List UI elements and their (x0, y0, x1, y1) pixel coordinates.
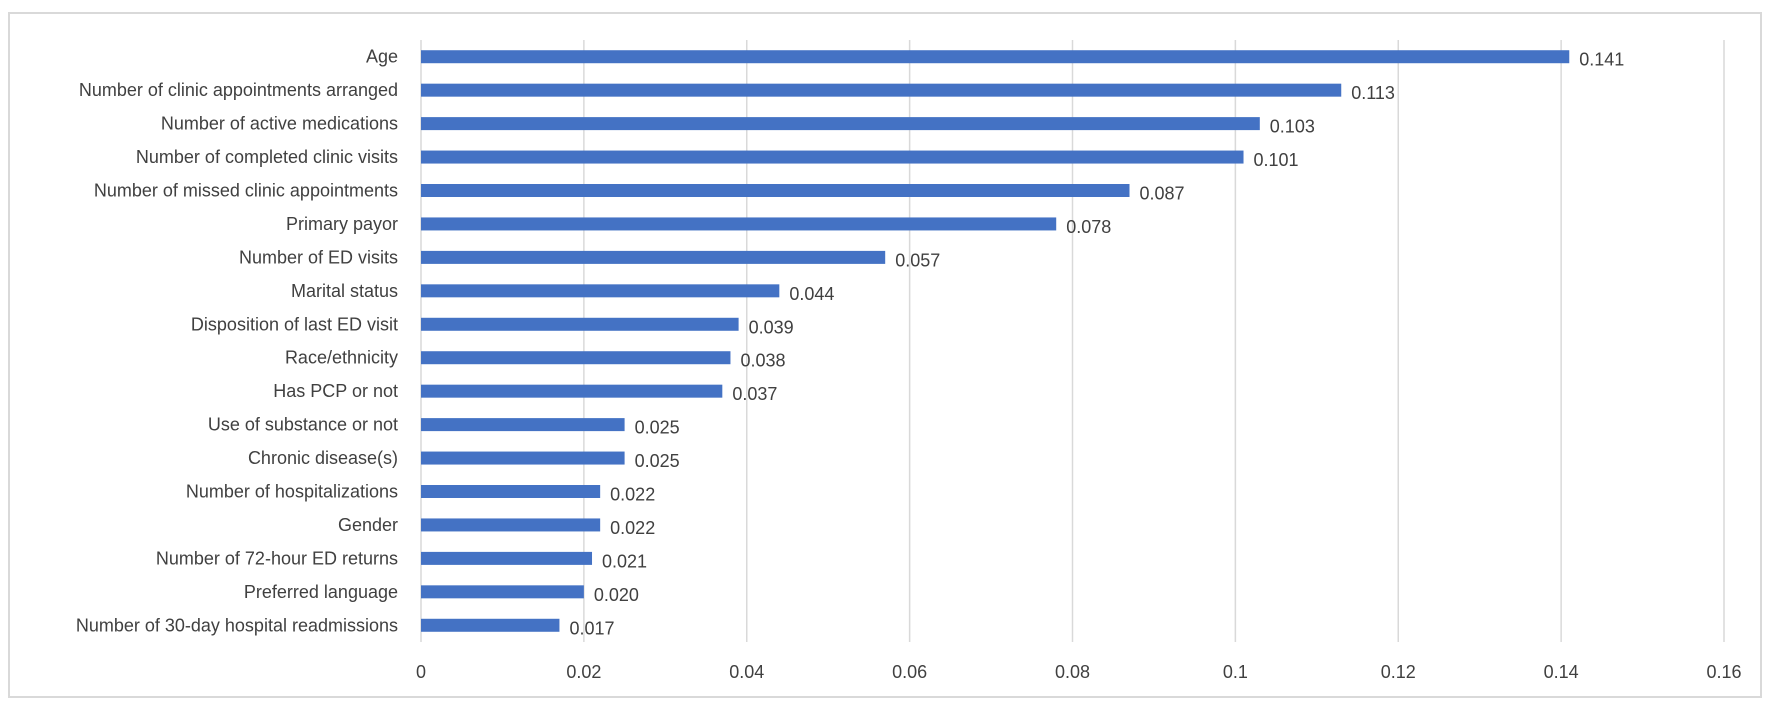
category-label: Gender (338, 515, 398, 535)
data-label: 0.113 (1351, 83, 1395, 103)
bar (421, 117, 1260, 131)
x-tick-label: 0.14 (1544, 662, 1579, 682)
data-label: 0.022 (610, 518, 655, 538)
bar (421, 551, 593, 565)
category-label: Number of ED visits (239, 247, 398, 267)
bar (421, 518, 601, 532)
x-tick-label: 0 (416, 662, 426, 682)
bar (421, 384, 723, 398)
x-tick-label: 0.02 (566, 662, 601, 682)
category-label: Number of hospitalizations (186, 482, 398, 502)
category-label: Age (366, 47, 398, 67)
bar (421, 351, 731, 365)
category-labels: Age Number of clinic appointments arrange… (76, 47, 398, 636)
bar (421, 184, 1130, 197)
category-label: Preferred language (244, 582, 398, 602)
category-label: Number of completed clinic visits (136, 147, 398, 167)
category-label: Use of substance or not (208, 415, 398, 435)
data-label: 0.078 (1066, 217, 1111, 237)
data-label: 0.037 (732, 384, 777, 404)
x-tick-label: 0.06 (892, 662, 927, 682)
category-label: Number of missed clinic appointments (94, 181, 398, 201)
data-label: 0.020 (594, 585, 639, 605)
x-tick-label: 0.12 (1381, 662, 1416, 682)
bar (421, 50, 1570, 64)
data-label: 0.044 (789, 284, 834, 304)
data-label: 0.017 (569, 618, 614, 638)
x-tick-label: 0.04 (729, 662, 764, 682)
bar (421, 284, 780, 298)
data-label: 0.087 (1140, 184, 1185, 204)
data-label: 0.103 (1270, 117, 1315, 137)
bar (421, 585, 584, 599)
data-label: 0.025 (635, 418, 680, 438)
category-label: Race/ethnicity (285, 348, 398, 368)
bar (421, 150, 1244, 164)
data-label: 0.022 (610, 485, 655, 505)
data-label: 0.141 (1579, 50, 1624, 70)
bar (421, 250, 886, 264)
category-label: Number of active medications (161, 114, 398, 134)
bar (421, 217, 1057, 231)
x-tick-label: 0.1 (1223, 662, 1248, 682)
x-axis-tick-labels: 0 0.02 0.04 0.06 0.08 0.1 0.12 0.14 0.16 (416, 662, 1742, 682)
category-label: Number of 72-hour ED returns (156, 548, 398, 568)
category-label: Has PCP or not (273, 381, 398, 401)
data-label: 0.038 (740, 351, 785, 371)
bar (421, 485, 601, 498)
x-tick-label: 0.16 (1706, 662, 1741, 682)
category-label: Number of clinic appointments arranged (79, 80, 398, 100)
data-label: 0.021 (602, 551, 647, 571)
category-label: Marital status (291, 281, 398, 301)
bars (421, 50, 1570, 632)
gridlines (420, 40, 1725, 642)
bar (421, 418, 625, 432)
data-label: 0.039 (749, 317, 794, 337)
category-label: Chronic disease(s) (248, 448, 398, 468)
bar (421, 451, 625, 465)
bar (421, 618, 560, 632)
data-label: 0.025 (635, 451, 680, 471)
category-label: Disposition of last ED visit (191, 314, 398, 334)
category-label: Primary payor (286, 214, 398, 234)
bar (421, 83, 1342, 97)
category-label: Number of 30-day hospital readmissions (76, 615, 398, 635)
data-labels: 0.141 0.113 0.103 0.101 0.087 0.078 0.057 0.044… (569, 50, 1624, 639)
x-tick-label: 0.08 (1055, 662, 1090, 682)
bar (421, 317, 739, 331)
data-label: 0.101 (1254, 150, 1299, 170)
data-label: 0.057 (895, 250, 940, 270)
